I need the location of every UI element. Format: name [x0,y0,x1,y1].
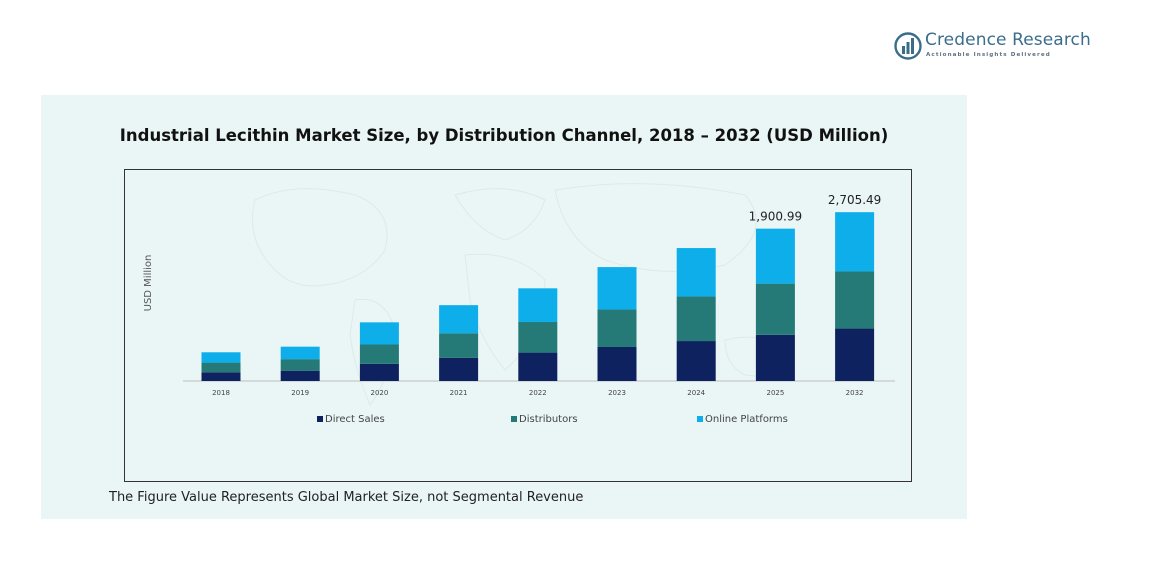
y-axis-label: USD Million [143,255,154,312]
bar-data-label: 2,705.49 [828,193,881,207]
legend-swatch [697,416,703,422]
x-tick-label: 2032 [846,389,864,397]
legend-label: Direct Sales [325,414,385,425]
x-tick-label: 2025 [766,389,784,397]
bar-distributors [439,333,479,358]
bar-direct-sales [201,372,241,381]
bar-online-platforms [280,346,320,360]
bar-distributors [597,309,637,347]
bar-direct-sales [359,363,399,381]
bar-distributors [676,296,716,342]
bar-data-label: 1,900.99 [749,210,802,224]
bar-direct-sales [676,341,716,381]
bar-online-platforms [518,288,558,323]
stacked-bar-chart: USD Million 2018 2019 2020 2021 2022 2023 2024 2… [143,183,895,425]
brand-logo: Credence Research Actionable Insights De… [894,30,1091,62]
bar-online-platforms [201,352,241,363]
bar-online-platforms [439,305,479,334]
bar-direct-sales [597,346,637,381]
bar-distributors [755,283,795,335]
bar-distributors [201,362,241,373]
bar-online-platforms [755,228,795,284]
x-tick-label: 2018 [212,389,230,397]
x-tick-label: 2023 [608,389,626,397]
chart-panel: Industrial Lecithin Market Size, by Dist… [41,95,967,519]
brand-name: Credence Research [925,30,1091,50]
legend-label: Online Platforms [705,414,788,425]
bar-direct-sales [439,357,479,381]
bar-online-platforms [835,212,875,272]
bar-distributors [518,322,558,353]
chart-frame: USD Million 2018 2019 2020 2021 2022 2023 2024 2… [124,169,912,482]
bar-distributors [835,271,875,329]
map-landmass [454,188,546,241]
x-tick-label: 2022 [529,389,547,397]
bar-distributors [280,359,320,371]
bar-online-platforms [597,267,637,310]
x-tick-label: 2019 [291,389,309,397]
legend-label: Distributors [519,414,578,425]
map-landmass [252,188,388,287]
bar-online-platforms [359,322,399,345]
credence-logo-icon [894,32,922,60]
map-landmass [554,183,757,272]
bar-distributors [359,344,399,364]
bar-direct-sales [280,370,320,381]
bar-direct-sales [835,328,875,381]
chart-footnote: The Figure Value Represents Global Marke… [109,490,584,505]
x-tick-label: 2021 [450,389,468,397]
bar-direct-sales [518,352,558,381]
chart-title: Industrial Lecithin Market Size, by Dist… [119,126,889,145]
legend-swatch [511,416,517,422]
brand-tagline: Actionable Insights Delivered [926,52,1051,58]
world-map-background [252,183,791,406]
x-tick-label: 2020 [370,389,388,397]
bar-direct-sales [755,334,795,381]
legend-swatch [317,416,323,422]
bar-online-platforms [676,248,716,297]
x-tick-label: 2024 [687,389,705,397]
